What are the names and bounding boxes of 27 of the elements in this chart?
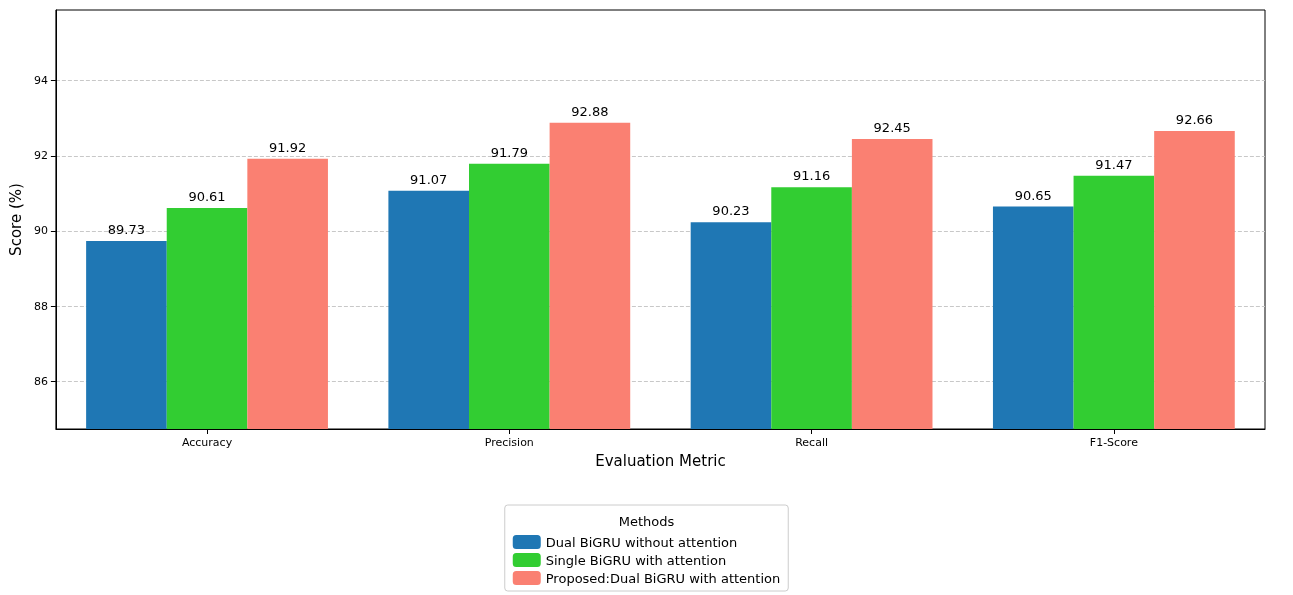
data-label: 91.16 (792, 168, 831, 184)
x-tick-label: Accuracy (181, 436, 233, 449)
x-tick-label: Recall (795, 436, 828, 449)
data-label: 91.92 (269, 139, 307, 155)
y-tick-label: 86 (33, 374, 48, 388)
y-axis-title: Score (%) (6, 183, 25, 256)
data-label: 91.79 (490, 144, 528, 160)
legend-label: Proposed:Dual BiGRU with attention (545, 570, 781, 586)
data-label: 92.45 (873, 119, 911, 135)
legend-label: Dual BiGRU without attention (545, 534, 738, 550)
legend-label: Single BiGRU with attention (545, 552, 727, 568)
y-tick-label: 92 (33, 149, 48, 163)
x-axis-title: Evaluation Metric (595, 451, 726, 470)
data-label: 92.88 (571, 103, 609, 119)
y-tick-label: 94 (33, 74, 48, 88)
data-label: 90.23 (712, 203, 750, 219)
y-tick-label: 88 (33, 299, 48, 313)
data-label: 92.66 (1175, 112, 1214, 127)
x-tick-label: F1-Score (1089, 436, 1139, 449)
data-label: 90.61 (188, 189, 226, 205)
data-label: 90.65 (1014, 187, 1052, 203)
data-label: 91.47 (1095, 156, 1133, 172)
y-tick-label: 90 (33, 224, 48, 238)
data-label: 89.73 (107, 222, 146, 238)
data-label: 91.07 (410, 171, 448, 187)
legend-title: Methods (618, 514, 675, 529)
x-tick-label: Precision (484, 436, 534, 449)
